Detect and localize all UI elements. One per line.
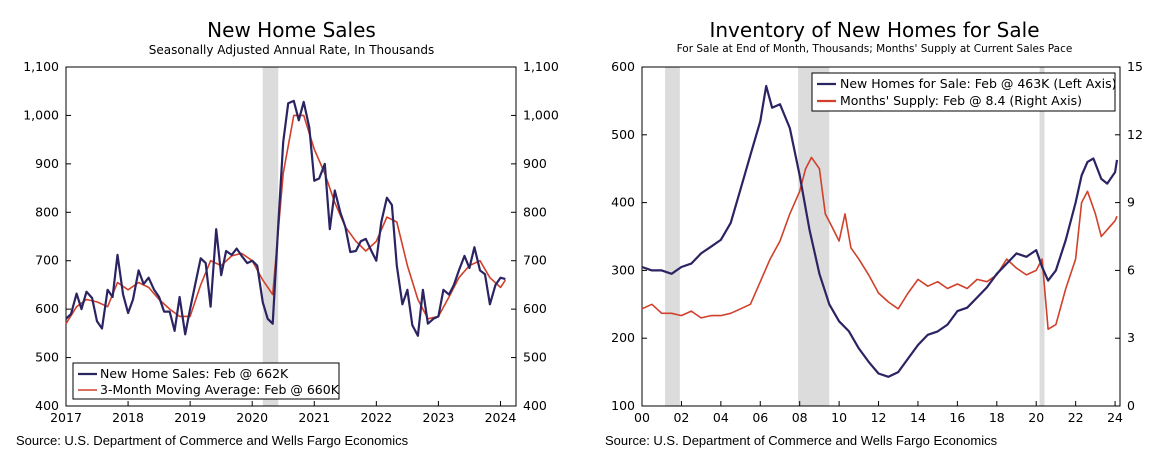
y-tick-label-right: 800 bbox=[523, 204, 547, 219]
y-tick-label-left: 500 bbox=[611, 127, 635, 142]
x-tick-label: 02 bbox=[673, 410, 689, 425]
inventory-panel: Inventory of New Homes for Sale For Sale… bbox=[583, 0, 1166, 463]
x-tick-label: 08 bbox=[792, 410, 808, 425]
x-tick-label: 2019 bbox=[174, 410, 206, 425]
series-line-new-home-sales bbox=[66, 101, 505, 336]
y-tick-label-right: 15 bbox=[1127, 59, 1143, 74]
y-tick-label-right: 500 bbox=[523, 350, 547, 365]
x-tick-label: 00 bbox=[634, 410, 650, 425]
legend-label: Months' Supply: Feb @ 8.4 (Right Axis) bbox=[840, 93, 1082, 108]
x-tick-label: 2022 bbox=[360, 410, 392, 425]
y-tick-label-left: 600 bbox=[611, 59, 635, 74]
y-tick-label-left: 800 bbox=[35, 204, 59, 219]
y-tick-label-right: 12 bbox=[1127, 127, 1143, 142]
x-tick-label: 10 bbox=[831, 410, 847, 425]
y-tick-label-right: 0 bbox=[1127, 398, 1135, 413]
legend-label: 3-Month Moving Average: Feb @ 660K bbox=[100, 382, 340, 397]
y-tick-label-right: 9 bbox=[1127, 195, 1135, 210]
y-tick-label-left: 1,100 bbox=[23, 59, 59, 74]
x-tick-label: 04 bbox=[713, 410, 729, 425]
recession-band bbox=[798, 67, 829, 406]
x-tick-label: 16 bbox=[949, 410, 965, 425]
new-home-sales-panel: New Home Sales Seasonally Adjusted Annua… bbox=[0, 0, 583, 463]
y-tick-label-right: 1,100 bbox=[523, 59, 559, 74]
plot-frame bbox=[66, 67, 516, 406]
y-tick-label-right: 900 bbox=[523, 156, 547, 171]
x-tick-label: 18 bbox=[989, 410, 1005, 425]
legend-label: New Homes for Sale: Feb @ 463K (Left Axi… bbox=[840, 76, 1117, 91]
y-tick-label-right: 400 bbox=[523, 398, 547, 413]
y-tick-label-right: 6 bbox=[1127, 262, 1135, 277]
x-tick-label: 20 bbox=[1028, 410, 1044, 425]
x-tick-label: 24 bbox=[1107, 410, 1123, 425]
y-tick-label-left: 300 bbox=[611, 262, 635, 277]
series-line-moving-average bbox=[66, 115, 505, 323]
y-tick-label-right: 1,000 bbox=[523, 107, 559, 122]
x-tick-label: 2018 bbox=[112, 410, 144, 425]
y-tick-label-left: 100 bbox=[611, 398, 635, 413]
y-tick-label-right: 3 bbox=[1127, 330, 1135, 345]
legend-label: New Home Sales: Feb @ 662K bbox=[100, 366, 289, 381]
source-note: Source: U.S. Department of Commerce and … bbox=[605, 433, 997, 448]
x-tick-label: 22 bbox=[1068, 410, 1084, 425]
y-tick-label-left: 500 bbox=[35, 350, 59, 365]
x-tick-label: 12 bbox=[871, 410, 887, 425]
x-tick-label: 06 bbox=[752, 410, 768, 425]
series-line-months-supply bbox=[642, 157, 1117, 329]
y-tick-label-left: 1,000 bbox=[23, 107, 59, 122]
x-tick-label: 2024 bbox=[485, 410, 517, 425]
recession-band bbox=[665, 67, 680, 406]
y-tick-label-left: 600 bbox=[35, 301, 59, 316]
inventory-chart: 100 200 300 400 500 600 0 3 6 9 12 15 00 02 04 06 08 10 12… bbox=[583, 0, 1166, 463]
y-tick-label-left: 200 bbox=[611, 330, 635, 345]
y-tick-label-right: 700 bbox=[523, 253, 547, 268]
plot-frame bbox=[642, 67, 1120, 406]
series-line-inventory bbox=[642, 86, 1117, 377]
recession-band bbox=[263, 67, 279, 406]
y-tick-label-right: 600 bbox=[523, 301, 547, 316]
x-tick-label: 14 bbox=[910, 410, 926, 425]
x-tick-label: 2023 bbox=[423, 410, 455, 425]
y-tick-label-left: 700 bbox=[35, 253, 59, 268]
x-tick-label: 2021 bbox=[298, 410, 330, 425]
y-tick-label-left: 400 bbox=[611, 195, 635, 210]
x-tick-label: 2017 bbox=[50, 410, 82, 425]
x-tick-label: 2020 bbox=[236, 410, 268, 425]
source-note: Source: U.S. Department of Commerce and … bbox=[16, 433, 408, 448]
recession-band bbox=[1040, 67, 1045, 406]
y-tick-label-left: 900 bbox=[35, 156, 59, 171]
